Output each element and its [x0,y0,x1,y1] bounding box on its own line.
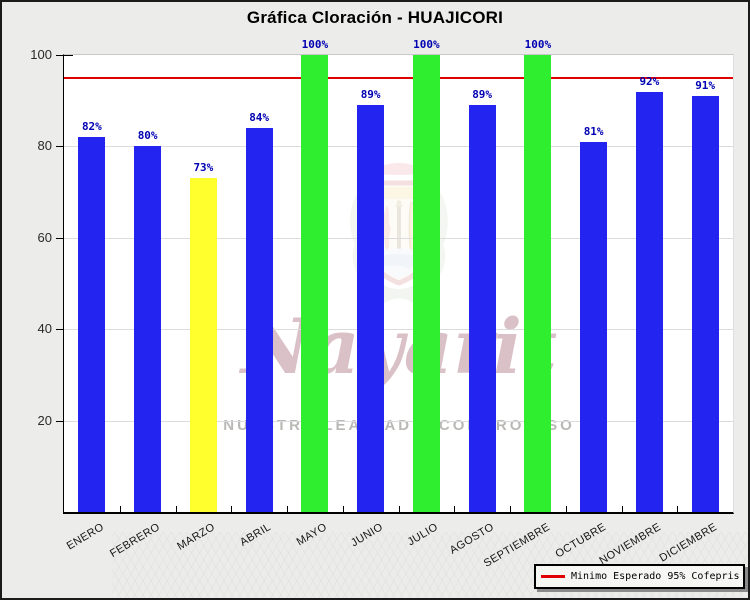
bar-value-label-diciembre: 91% [695,79,716,93]
y-axis-tick-20 [56,420,64,422]
bar-noviembre [635,91,663,512]
bar-value-label-junio: 89% [360,88,381,102]
y-axis-tick-80 [56,146,64,148]
bar-value-label-marzo: 73% [193,161,214,175]
x-axis-tick-11 [677,506,679,512]
bar-value-label-noviembre: 92% [639,74,660,88]
chart-title: Gráfica Cloración - HUAJICORI [246,8,504,27]
axis-corner-bracket [64,55,73,56]
x-axis-tick-3 [231,506,233,512]
reference-line-95 [64,76,733,79]
x-axis-tick-1 [119,506,121,512]
bar-value-label-abril: 84% [249,111,270,125]
plot-area: Nayarit NUESTRA LEALTAD Y COMPROMISO 20 4… [30,38,734,570]
y-axis-label-40: 40 [37,321,52,337]
x-axis-tick-10 [621,506,623,512]
gridline-80 [64,146,733,148]
bar-julio [412,55,440,512]
bar-value-label-enero: 82% [81,120,102,134]
bar-value-label-mayo: 100% [301,38,329,51]
legend-label: Minimo Esperado 95% Cofepris [571,571,740,582]
watermark: Nayarit NUESTRA LEALTAD Y COMPROMISO [64,55,733,512]
bar-agosto [468,105,496,512]
bar-mayo [301,55,329,512]
bar-octubre [580,141,608,512]
legend-box: Minimo Esperado 95% Cofepris [534,564,745,589]
bar-abril [245,128,273,512]
gridline-60 [64,237,733,239]
bar-value-label-julio: 100% [413,38,440,51]
x-axis-tick-5 [342,506,344,512]
gridline-40 [64,329,733,331]
y-axis-tick-100 [56,55,64,56]
legend-line-swatch [541,575,565,578]
bar-marzo [189,178,217,512]
x-axis-tick-6 [398,506,400,512]
y-axis-label-60: 60 [37,229,52,245]
x-axis-tick-7 [454,506,456,512]
bar-value-label-febrero: 80% [137,129,158,143]
y-axis-tick-40 [56,329,64,331]
bar-junio [357,105,385,512]
bar-value-label-agosto: 89% [472,88,493,102]
gridline-20 [64,420,733,422]
x-axis-tick-9 [565,506,567,512]
bar-value-label-octubre: 81% [583,124,604,138]
bar-diciembre [691,96,719,512]
x-axis-tick-2 [175,506,177,512]
y-axis-label-20: 20 [37,412,52,428]
y-axis-label-80: 80 [37,138,52,154]
y-axis-label-100: 100 [30,47,52,62]
bar-septiembre [524,55,552,512]
bar-enero [78,137,106,512]
bar-value-label-septiembre: 100% [524,38,552,51]
x-axis-label-enero: ENERO [64,521,107,553]
x-axis-tick-8 [510,506,511,512]
y-axis-tick-60 [56,237,64,239]
bar-febrero [134,146,162,512]
x-axis-tick-4 [287,506,288,512]
